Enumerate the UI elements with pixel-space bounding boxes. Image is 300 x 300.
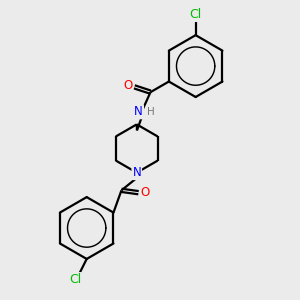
Text: N: N: [132, 166, 141, 179]
Text: H: H: [147, 107, 154, 117]
Text: O: O: [123, 79, 133, 92]
Text: Cl: Cl: [190, 8, 202, 21]
Text: N: N: [134, 105, 143, 119]
Text: Cl: Cl: [69, 273, 81, 286]
Text: O: O: [140, 186, 150, 199]
